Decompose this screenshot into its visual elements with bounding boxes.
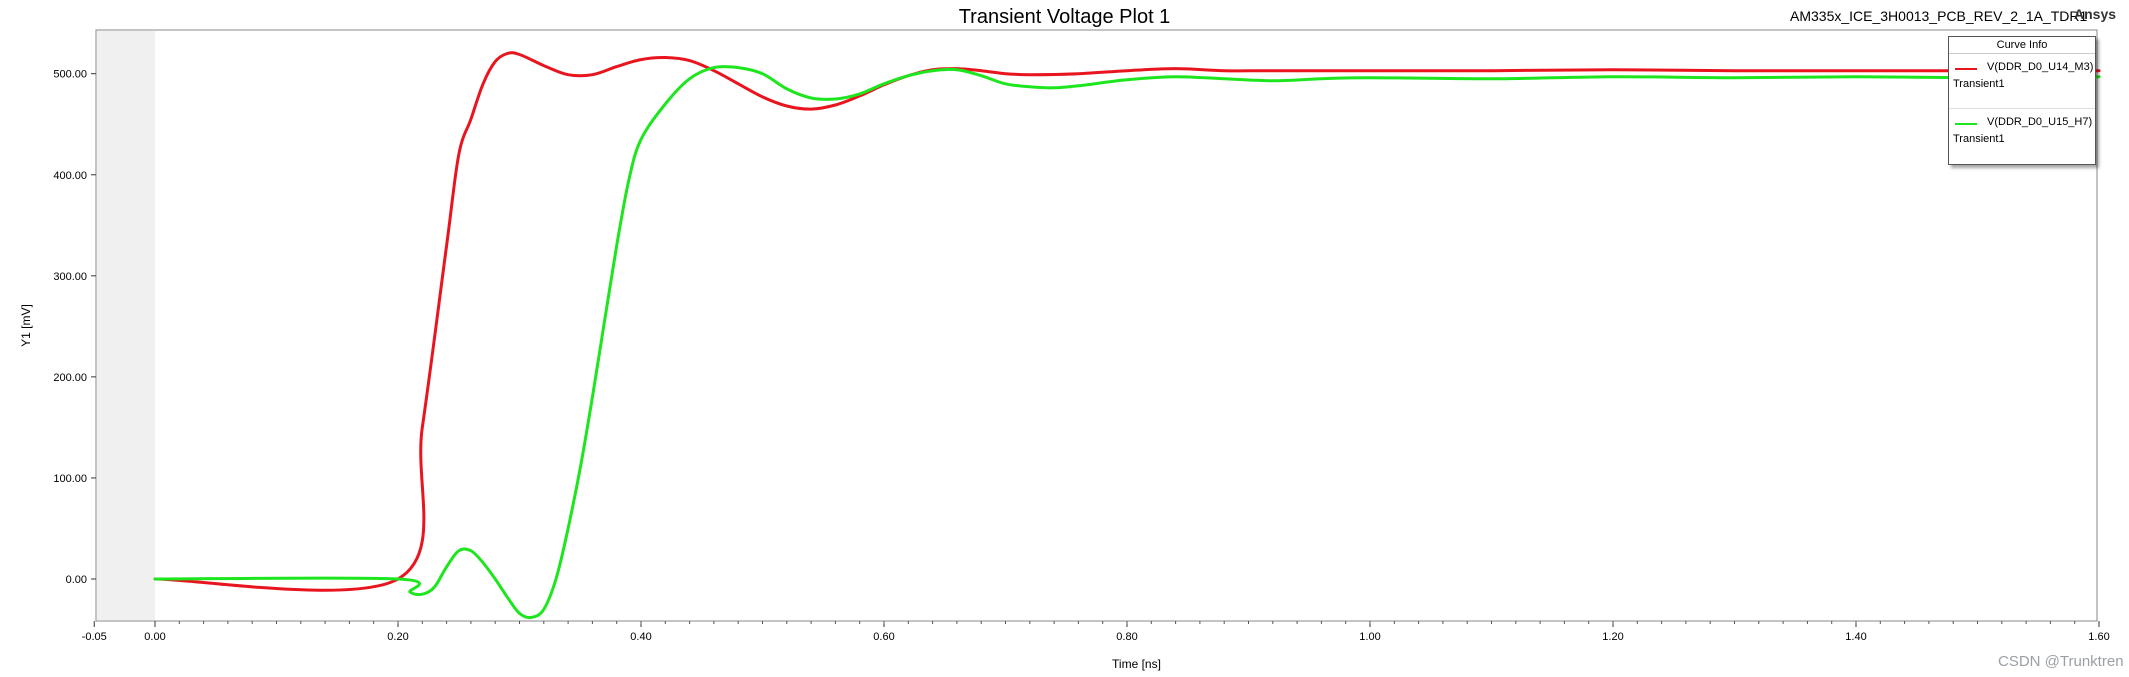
y-tick-label: 500.00 bbox=[53, 69, 87, 81]
legend-swatch-green bbox=[1955, 123, 1977, 125]
y-tick-label: 300.00 bbox=[53, 271, 87, 283]
legend-series-name: V(DDR_D0_U14_M3) bbox=[1987, 61, 2094, 73]
legend-entry-u14[interactable]: V(DDR_D0_U14_M3) Transient1 bbox=[1949, 54, 2095, 109]
y-axis-label: Y1 [mV] bbox=[19, 304, 33, 347]
x-tick-label: 1.40 bbox=[1845, 631, 1866, 643]
y-tick-label: 200.00 bbox=[53, 372, 87, 384]
series-layer bbox=[153, 51, 2101, 620]
x-tick-label: 1.60 bbox=[2088, 631, 2109, 643]
legend-swatch-red bbox=[1955, 68, 1977, 70]
y-tick-label: 400.00 bbox=[53, 170, 87, 182]
brand-logo-text: Ansys bbox=[2074, 6, 2117, 22]
legend-series-sub: Transient1 bbox=[1953, 133, 2005, 145]
x-tick-label: 0.20 bbox=[387, 631, 408, 643]
project-name: AM335x_ICE_3H0013_PCB_REV_2_1A_TDR1 bbox=[1790, 8, 2088, 24]
curve-info-legend[interactable]: Curve Info V(DDR_D0_U14_M3) Transient1 V… bbox=[1948, 36, 2096, 165]
legend-entry-u15[interactable]: V(DDR_D0_U15_H7) Transient1 bbox=[1949, 109, 2095, 163]
x-tick-label: 0.80 bbox=[1116, 631, 1137, 643]
y-tick-label: 100.00 bbox=[53, 473, 87, 485]
pre-zero-shading bbox=[97, 31, 155, 620]
legend-series-sub: Transient1 bbox=[1953, 78, 2005, 90]
series-line-v-ddr-d0-u14-m3-[interactable] bbox=[153, 51, 2101, 592]
x-tick-label: 0.00 bbox=[144, 631, 165, 643]
x-tick-label: 0.40 bbox=[630, 631, 651, 643]
x-tick-label: -0.05 bbox=[82, 631, 107, 643]
legend-heading: Curve Info bbox=[1949, 37, 2095, 54]
watermark: CSDN @Trunktren bbox=[1998, 653, 2124, 670]
axes: -0.05 0.00 0.20 0.40 0.60 0.80 1.00 1.20 1.40 1.6… bbox=[53, 29, 2110, 643]
x-tick-label: 1.00 bbox=[1359, 631, 1380, 643]
x-axis-label: Time [ns] bbox=[1112, 657, 1161, 671]
x-tick-label: 0.60 bbox=[873, 631, 894, 643]
chart-title: Transient Voltage Plot 1 bbox=[958, 6, 1171, 28]
legend-series-name: V(DDR_D0_U15_H7) bbox=[1987, 116, 2093, 128]
series-line-v-ddr-d0-u15-h7-[interactable] bbox=[153, 65, 2101, 620]
y-tick-label: 0.00 bbox=[66, 574, 87, 586]
plot-frame bbox=[95, 29, 2098, 622]
x-tick-label: 1.20 bbox=[1602, 631, 1623, 643]
